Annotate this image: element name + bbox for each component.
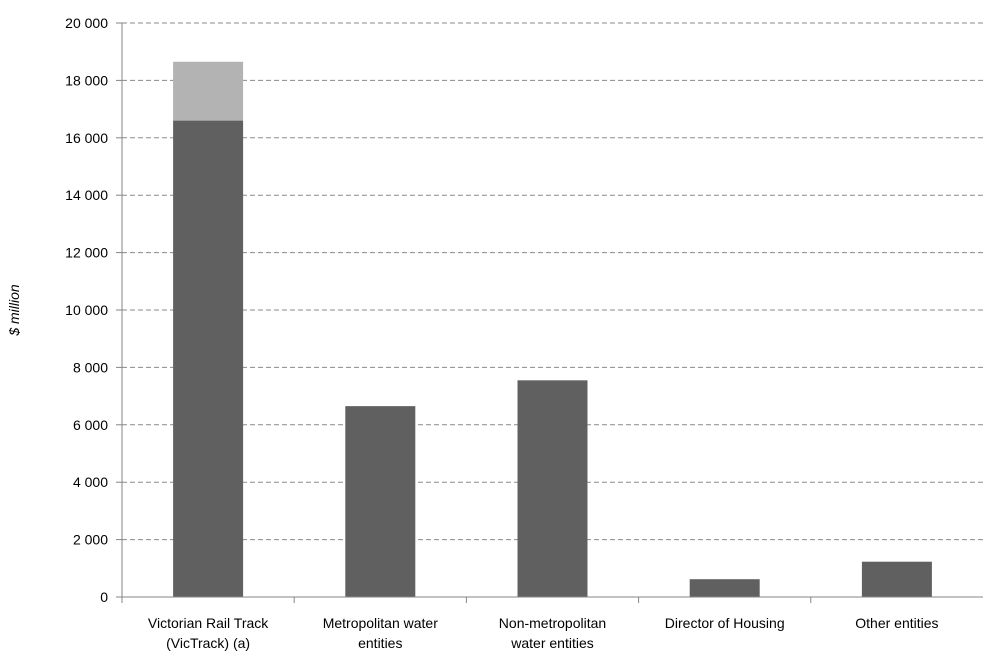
y-tick-label: 18 000: [65, 72, 108, 88]
y-tick-label: 2 000: [73, 532, 108, 548]
y-tick-label: 20 000: [65, 15, 108, 31]
bar-series-1: [173, 120, 244, 597]
y-tick-label: 8 000: [73, 359, 108, 375]
y-tick-label: 14 000: [65, 187, 108, 203]
y-tick-label: 0: [100, 589, 108, 605]
bars: [173, 61, 932, 597]
bar-series-2: [173, 61, 244, 121]
y-axis-title: $ million: [6, 284, 22, 337]
bar-series-1: [861, 561, 932, 597]
x-tick-label: Metropolitan water entities: [323, 615, 439, 651]
y-axis-ticks: 0 2 000 4 000 6 000 8 000 10 000 12 000 14 000 1…: [65, 15, 122, 605]
bar-series-1: [517, 380, 588, 597]
y-tick-label: 4 000: [73, 474, 108, 490]
y-tick-label: 12 000: [65, 245, 108, 261]
x-tick-label: Victorian Rail Track (VicTrack) (a): [148, 615, 269, 651]
y-tick-label: 16 000: [65, 130, 108, 146]
y-tick-label: 10 000: [65, 302, 108, 318]
x-axis-ticks: Victorian Rail Track (VicTrack) (a) Metrop…: [121, 597, 939, 651]
bar-series-1: [689, 579, 760, 597]
y-tick-label: 6 000: [73, 417, 108, 433]
x-tick-label: Non-metropolitan water entities: [499, 615, 606, 651]
x-tick-label: Other entities: [855, 615, 938, 631]
bar-series-1: [345, 406, 416, 597]
x-tick-label: Director of Housing: [665, 615, 785, 631]
